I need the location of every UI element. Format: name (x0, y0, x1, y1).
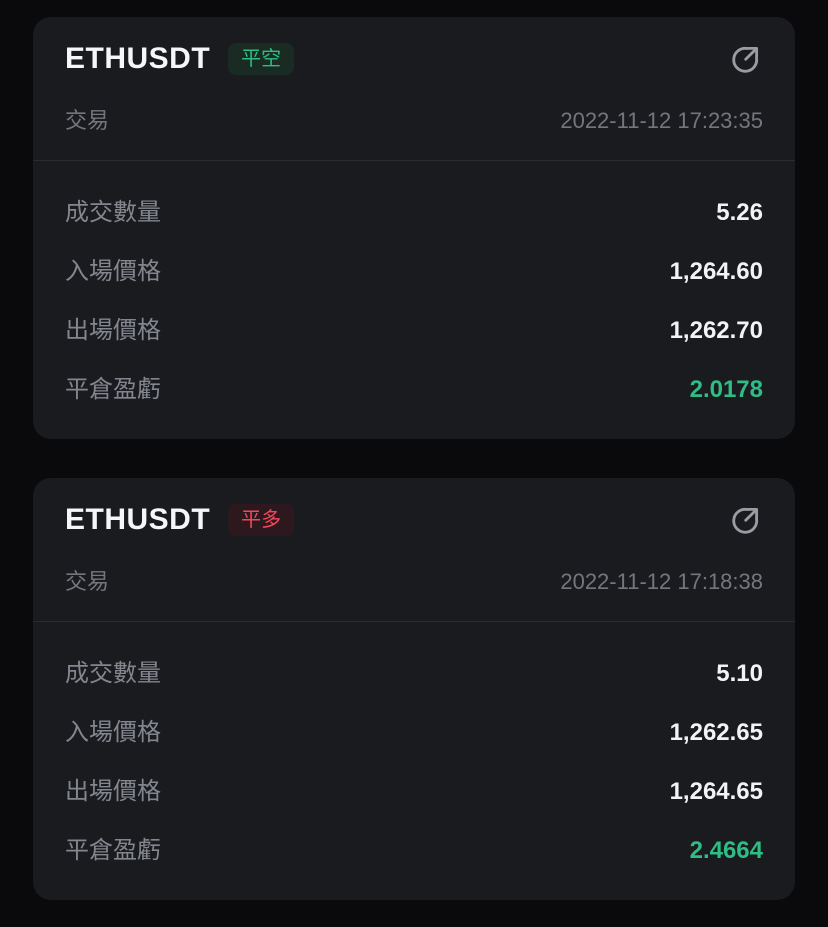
row-value: 5.10 (716, 660, 763, 687)
detail-row: 出場價格 1,262.70 (65, 301, 763, 360)
row-label: 成交數量 (65, 660, 161, 687)
trade-timestamp: 2022-11-12 17:18:38 (560, 569, 763, 594)
detail-row: 入場價格 1,264.60 (65, 242, 763, 301)
share-button[interactable] (729, 42, 763, 76)
share-icon (729, 42, 763, 76)
side-badge: 平多 (228, 504, 295, 536)
card-body: 成交數量 5.26 入場價格 1,264.60 出場價格 1,262.70 平倉… (65, 161, 763, 439)
position-card-close-short: ETHUSDT 平空 交易 2022-11-12 17:23:35 成交數量 5… (33, 17, 795, 439)
row-value: 1,264.65 (669, 778, 763, 805)
detail-row: 成交數量 5.10 (65, 644, 763, 703)
trade-section-label: 交易 (65, 108, 110, 133)
divider (33, 160, 795, 161)
row-value: 1,264.60 (669, 258, 763, 285)
detail-row: 平倉盈虧 2.0178 (65, 360, 763, 419)
detail-row: 成交數量 5.26 (65, 183, 763, 242)
row-value: 1,262.65 (669, 719, 763, 746)
pnl-value: 2.4664 (689, 837, 763, 864)
row-value: 5.26 (716, 199, 763, 226)
row-label: 出場價格 (65, 317, 161, 344)
trade-meta-row: 交易 2022-11-12 17:18:38 (65, 568, 763, 596)
trade-meta-row: 交易 2022-11-12 17:23:35 (65, 107, 763, 135)
row-label: 平倉盈虧 (65, 376, 161, 403)
row-label: 入場價格 (65, 719, 161, 746)
share-button[interactable] (729, 503, 763, 537)
card-header: ETHUSDT 平空 (65, 17, 763, 77)
row-label: 出場價格 (65, 778, 161, 805)
row-value: 1,262.70 (669, 317, 763, 344)
symbol-title: ETHUSDT (65, 503, 211, 536)
detail-row: 出場價格 1,264.65 (65, 762, 763, 821)
detail-row: 入場價格 1,262.65 (65, 703, 763, 762)
card-body: 成交數量 5.10 入場價格 1,262.65 出場價格 1,264.65 平倉… (65, 622, 763, 900)
trade-section-label: 交易 (65, 569, 110, 594)
position-card-close-long: ETHUSDT 平多 交易 2022-11-12 17:18:38 成交數量 5… (33, 478, 795, 900)
divider (33, 621, 795, 622)
row-label: 入場價格 (65, 258, 161, 285)
trade-timestamp: 2022-11-12 17:23:35 (560, 108, 763, 133)
row-label: 平倉盈虧 (65, 837, 161, 864)
card-header: ETHUSDT 平多 (65, 478, 763, 538)
detail-row: 平倉盈虧 2.4664 (65, 821, 763, 880)
symbol-title: ETHUSDT (65, 42, 211, 75)
pnl-value: 2.0178 (689, 376, 763, 403)
side-badge: 平空 (228, 43, 295, 75)
row-label: 成交數量 (65, 199, 161, 226)
share-icon (729, 503, 763, 537)
